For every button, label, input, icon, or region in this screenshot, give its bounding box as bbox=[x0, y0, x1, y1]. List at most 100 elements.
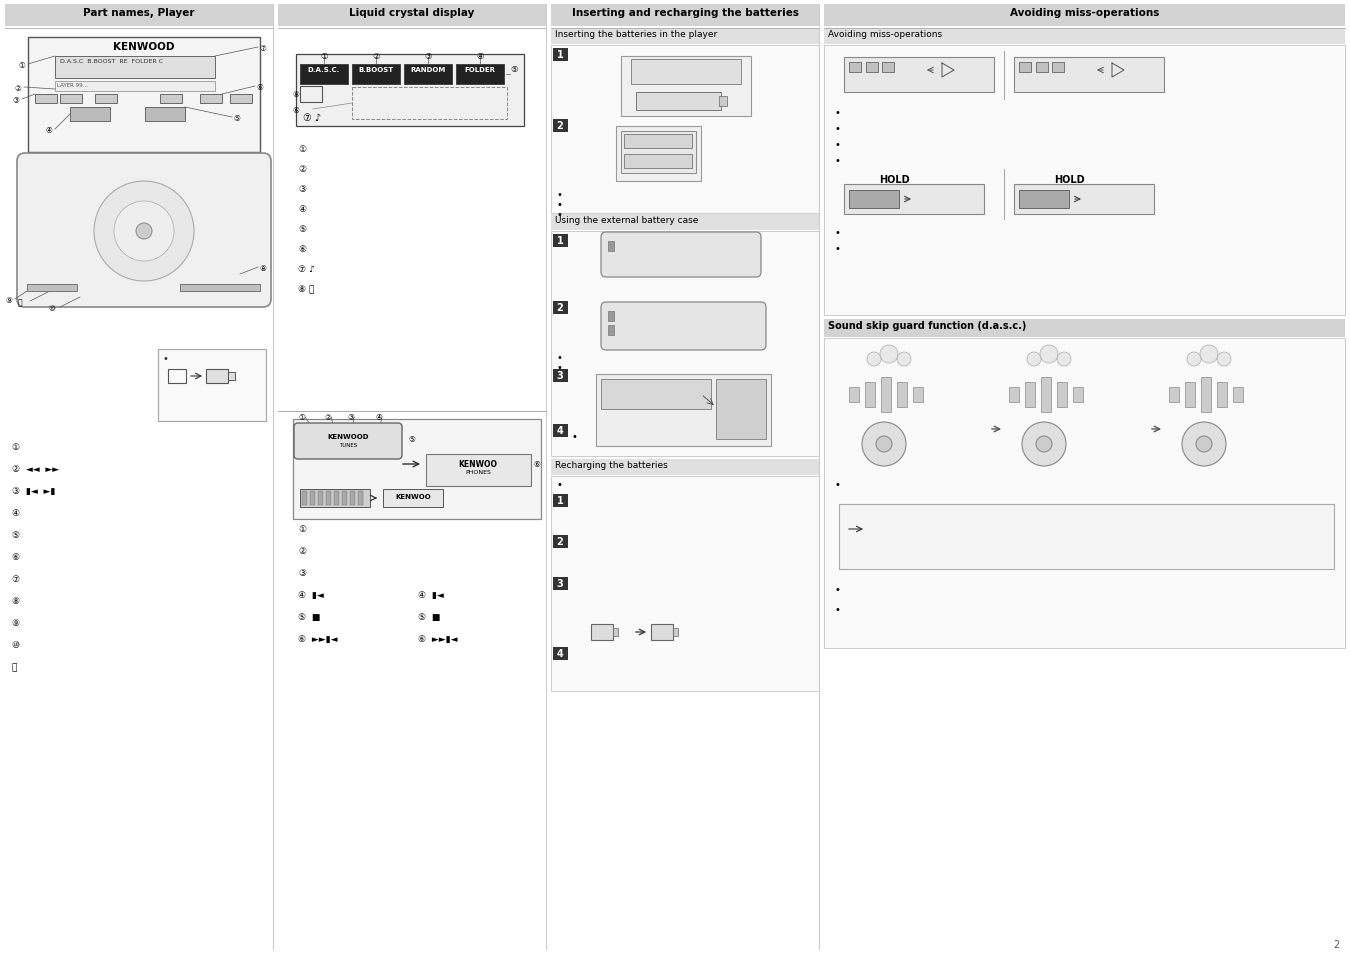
Bar bbox=[1169, 388, 1179, 402]
Text: •: • bbox=[556, 363, 562, 373]
Text: ④: ④ bbox=[477, 52, 483, 61]
Text: Part names, Player: Part names, Player bbox=[84, 8, 194, 18]
Text: ⑪: ⑪ bbox=[12, 662, 23, 671]
Text: ⑩: ⑩ bbox=[12, 640, 26, 649]
Text: ④: ④ bbox=[12, 509, 26, 517]
Bar bbox=[865, 63, 878, 73]
Circle shape bbox=[863, 422, 906, 467]
Text: ①: ① bbox=[12, 442, 26, 452]
Text: ⑥: ⑥ bbox=[12, 553, 26, 561]
Text: D.A.S.C.: D.A.S.C. bbox=[308, 67, 340, 73]
Bar bbox=[1014, 185, 1154, 214]
Bar bbox=[624, 135, 693, 149]
Text: ⑦: ⑦ bbox=[259, 44, 266, 53]
Bar bbox=[28, 38, 261, 152]
Bar bbox=[55, 57, 215, 79]
Bar bbox=[551, 214, 819, 231]
Text: Using the external battery case: Using the external battery case bbox=[555, 215, 698, 225]
Text: Inserting the batteries in the player: Inserting the batteries in the player bbox=[555, 30, 717, 39]
Bar bbox=[554, 120, 568, 132]
Text: ②: ② bbox=[373, 52, 379, 61]
Text: 2: 2 bbox=[556, 121, 563, 131]
Bar bbox=[621, 57, 751, 117]
Bar bbox=[300, 490, 370, 507]
Bar bbox=[1233, 388, 1243, 402]
Circle shape bbox=[880, 346, 898, 364]
Bar bbox=[1216, 382, 1227, 408]
Bar bbox=[824, 319, 1345, 337]
Text: ④: ④ bbox=[45, 126, 51, 135]
Text: 1: 1 bbox=[556, 235, 563, 246]
Bar bbox=[882, 63, 894, 73]
Bar bbox=[844, 58, 994, 92]
Circle shape bbox=[1200, 346, 1218, 364]
Bar bbox=[554, 234, 568, 248]
Bar bbox=[230, 95, 252, 104]
Text: ①: ① bbox=[320, 52, 328, 61]
Text: ⑨: ⑨ bbox=[5, 295, 12, 305]
Text: ⑥  ►►▮◄: ⑥ ►►▮◄ bbox=[418, 635, 458, 643]
Text: •: • bbox=[556, 190, 562, 200]
Bar bbox=[616, 127, 701, 182]
Text: ⑧: ⑧ bbox=[259, 264, 266, 273]
Bar bbox=[551, 46, 819, 213]
Bar bbox=[302, 492, 306, 505]
Bar bbox=[1008, 388, 1019, 402]
Bar bbox=[167, 370, 186, 384]
Text: ③: ③ bbox=[424, 52, 432, 61]
Bar bbox=[849, 388, 859, 402]
Text: Avoiding miss-operations: Avoiding miss-operations bbox=[1010, 8, 1160, 18]
Text: KENWOO: KENWOO bbox=[396, 494, 431, 499]
Bar bbox=[551, 5, 819, 27]
Text: PHONES: PHONES bbox=[464, 470, 491, 475]
Text: •: • bbox=[834, 228, 840, 237]
Bar bbox=[824, 29, 1345, 45]
Text: ⑦: ⑦ bbox=[12, 575, 26, 583]
Text: ⑧ ⎕: ⑧ ⎕ bbox=[298, 285, 315, 294]
Text: KENWOOD: KENWOOD bbox=[327, 434, 369, 439]
Circle shape bbox=[1035, 436, 1052, 453]
Text: B.BOOST: B.BOOST bbox=[358, 67, 394, 73]
Bar bbox=[554, 647, 568, 660]
Text: ④: ④ bbox=[375, 413, 382, 421]
Bar bbox=[824, 46, 1345, 315]
Bar bbox=[554, 370, 568, 382]
Text: Sound skip guard function (d.a.s.c.): Sound skip guard function (d.a.s.c.) bbox=[828, 320, 1026, 331]
Bar bbox=[404, 65, 452, 85]
Bar bbox=[621, 132, 697, 173]
Bar bbox=[913, 388, 923, 402]
Text: ②: ② bbox=[298, 546, 306, 556]
Bar bbox=[180, 285, 261, 292]
Text: •: • bbox=[834, 140, 840, 150]
FancyBboxPatch shape bbox=[601, 303, 765, 351]
Circle shape bbox=[1187, 353, 1202, 367]
Text: ⑥  ►►▮◄: ⑥ ►►▮◄ bbox=[298, 635, 338, 643]
Text: •: • bbox=[834, 604, 840, 615]
Bar bbox=[70, 108, 109, 122]
Bar bbox=[300, 65, 348, 85]
Text: ③: ③ bbox=[347, 413, 355, 421]
Text: ⑥: ⑥ bbox=[292, 106, 298, 115]
Text: ③: ③ bbox=[12, 96, 19, 105]
Text: •: • bbox=[556, 353, 562, 363]
Bar bbox=[59, 95, 82, 104]
Text: •: • bbox=[571, 432, 576, 441]
Text: TUNES: TUNES bbox=[339, 442, 358, 448]
Bar bbox=[716, 379, 765, 439]
Bar bbox=[554, 302, 568, 314]
Text: D.A.S.C  B.BOOST  RE  FOLDER C: D.A.S.C B.BOOST RE FOLDER C bbox=[59, 59, 163, 64]
Circle shape bbox=[1216, 353, 1231, 367]
Text: •: • bbox=[556, 210, 562, 220]
Text: ④: ④ bbox=[298, 205, 306, 213]
Bar bbox=[554, 536, 568, 548]
Bar bbox=[1019, 63, 1031, 73]
Text: 1: 1 bbox=[556, 496, 563, 505]
Bar bbox=[551, 476, 819, 691]
Text: •: • bbox=[834, 108, 840, 118]
Bar bbox=[352, 88, 508, 120]
Bar bbox=[1025, 382, 1035, 408]
Text: •: • bbox=[834, 244, 840, 253]
Text: 4: 4 bbox=[556, 648, 563, 659]
Bar bbox=[325, 492, 331, 505]
Text: LAYER 99...: LAYER 99... bbox=[57, 83, 88, 88]
